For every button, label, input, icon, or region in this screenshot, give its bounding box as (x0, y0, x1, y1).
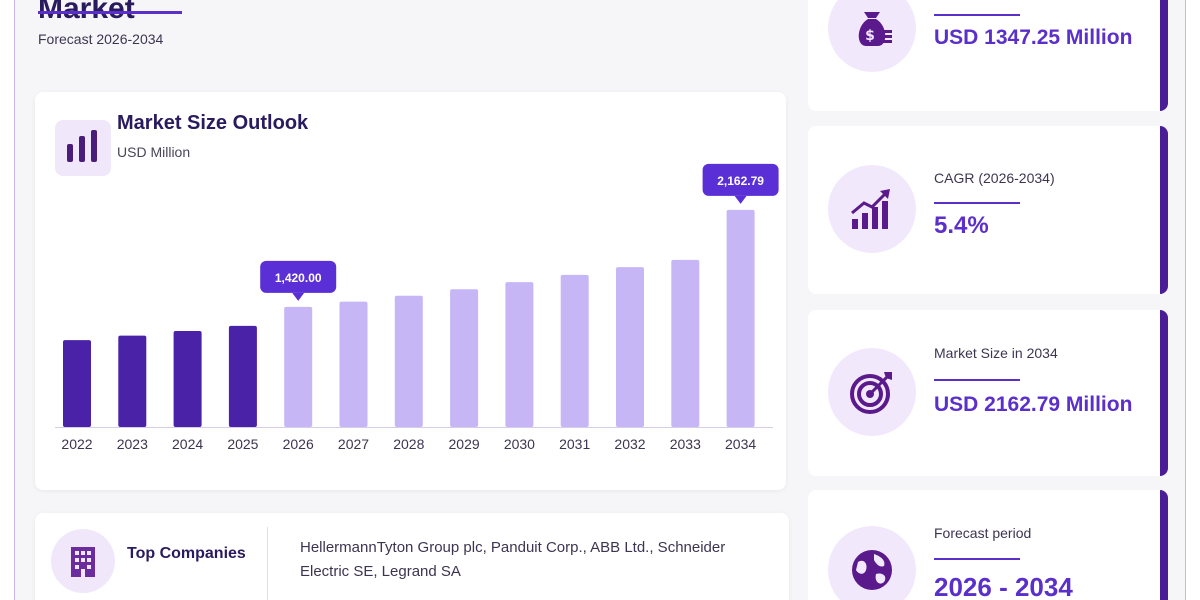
bar-2027 (339, 301, 368, 427)
stat-value: USD 1347.25 Million (934, 26, 1133, 49)
divider (267, 527, 268, 600)
title-underline (38, 11, 182, 14)
building-icon (51, 529, 115, 593)
stat-card-cagr: CAGR (2026-2034) 5.4% (808, 126, 1168, 294)
bar-2022 (63, 340, 91, 427)
bar-2024 (173, 331, 202, 427)
bar-2029 (450, 289, 479, 427)
top-companies-label: Top Companies (127, 545, 246, 562)
x-tick-label: 2027 (338, 436, 369, 452)
x-tick-label: 2032 (614, 436, 645, 452)
stat-label: Forecast period (934, 525, 1032, 541)
bar-2034 (726, 209, 755, 427)
stat-card-market-size-2034: Market Size in 2034 USD 2162.79 Million (808, 310, 1168, 476)
bar-2031 (560, 274, 589, 427)
bar-2033 (671, 259, 700, 427)
bar-2023 (118, 335, 147, 427)
bar-2025 (228, 325, 257, 427)
x-tick-label: 2033 (670, 436, 701, 452)
bar-2032 (616, 267, 644, 427)
x-tick-label: 2029 (449, 436, 480, 452)
x-tick-label: 2022 (61, 436, 92, 452)
x-tick-label: 2024 (172, 436, 203, 452)
bar-chart-icon (55, 120, 111, 176)
bar-2028 (394, 295, 423, 427)
x-tick-label: 2028 (393, 436, 424, 452)
x-tick-label: 2030 (504, 436, 535, 452)
globe-icon (828, 526, 916, 600)
page-subtitle: Forecast 2026-2034 (38, 31, 164, 47)
stat-value: 2026 - 2034 (934, 572, 1073, 600)
data-label: 2,162.79 (717, 174, 764, 188)
value-callout: 1,420.00 (260, 260, 337, 301)
stat-label: CAGR (2026-2034) (934, 170, 1055, 186)
bar-2030 (505, 282, 534, 427)
stat-value: USD 2162.79 Million (934, 393, 1133, 416)
bar-chart: 2022 2023 2024 2025 2026 2027 2028 2029 2030 2031… (55, 163, 779, 452)
stat-rule (934, 202, 1020, 204)
stat-rule (934, 14, 1020, 16)
stat-value: 5.4% (934, 212, 989, 239)
growth-chart-icon (828, 165, 916, 253)
x-tick-label: 2023 (117, 436, 148, 452)
x-tick-label: 2025 (227, 436, 258, 452)
market-size-chart-card: Market Size Outlook USD Million 2022 2023… (35, 92, 786, 490)
stat-card-forecast-period: Forecast period 2026 - 2034 (808, 490, 1168, 600)
money-bag-icon: $ (828, 0, 916, 72)
data-label: 1,420.00 (275, 271, 322, 285)
svg-text:$: $ (865, 28, 875, 44)
top-companies-list: HellermannTyton Group plc, Panduit Corp.… (300, 539, 726, 580)
x-tick-label: 2026 (283, 436, 314, 452)
x-tick-label: 2031 (559, 436, 590, 452)
chart-title: Market Size Outlook (117, 112, 309, 134)
x-tick-label: 2034 (725, 436, 756, 452)
stat-card-market-size: $ USD 1347.25 Million (808, 0, 1168, 111)
value-callout: 2,162.79 (702, 163, 779, 204)
stat-rule (934, 558, 1020, 560)
target-icon (828, 348, 916, 436)
top-companies-card: Top Companies HellermannTyton Group plc,… (35, 513, 789, 600)
chart-unit: USD Million (117, 144, 191, 160)
stat-rule (934, 379, 1020, 381)
stat-label: Market Size in 2034 (934, 345, 1058, 361)
bar-2026 (284, 306, 313, 427)
